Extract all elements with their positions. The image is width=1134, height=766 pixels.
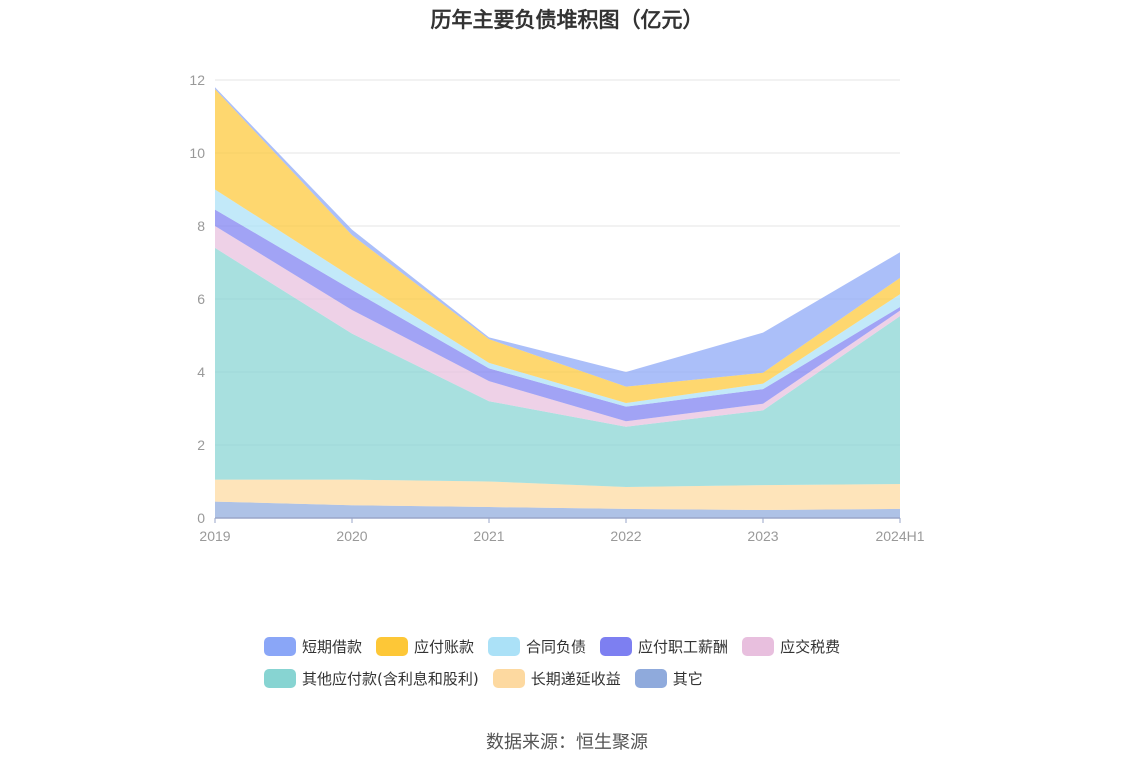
legend-swatch [600, 636, 633, 656]
axes: 0 2 4 6 8 10 12 2019 2020 2021 2022 2023 2024H1 [189, 72, 924, 544]
legend-swatch [492, 668, 525, 688]
legend-row-1: 短期借款 应付账款 合同负债 应付职工薪酬 应交税费 [264, 630, 964, 662]
legend-label: 长期递延收益 [530, 669, 621, 688]
legend-swatch [634, 668, 667, 688]
y-tick-label: 0 [197, 510, 205, 526]
legend-swatch [264, 668, 296, 688]
area-series-应付账款[interactable] [215, 89, 900, 404]
y-tick-label: 6 [197, 291, 205, 307]
data-source-note: 数据来源：恒生聚源 [486, 732, 648, 753]
legend-label: 其它 [672, 669, 703, 688]
legend-item-taxes-payable[interactable]: 应交税费 [742, 636, 840, 657]
y-tick-label: 4 [197, 364, 205, 380]
legend-item-accounts-payable[interactable]: 应付账款 [376, 636, 474, 657]
legend-label: 应付账款 [414, 637, 475, 656]
x-tick-label: 2019 [199, 528, 230, 544]
chart-title: 历年主要负债堆积图（亿元） [430, 8, 704, 32]
x-tick-label: 2020 [336, 528, 367, 544]
legend-item-other-payables[interactable]: 其他应付款(含利息和股利) [264, 668, 479, 689]
x-tick-label: 2021 [473, 528, 504, 544]
legend-row-2: 其他应付款(含利息和股利) 长期递延收益 其它 [264, 662, 964, 694]
y-tick-label: 12 [189, 72, 205, 88]
legend-swatch [264, 636, 296, 656]
legend-label: 合同负债 [526, 637, 587, 656]
x-tick-label: 2024H1 [875, 528, 924, 544]
legend-label: 其他应付款(含利息和股利) [302, 669, 479, 688]
legend-swatch [376, 636, 409, 656]
legend-swatch [488, 636, 521, 656]
x-tick-label: 2022 [610, 528, 641, 544]
y-tick-label: 10 [189, 145, 205, 161]
legend-label: 应交税费 [780, 637, 841, 656]
legend-swatch [742, 636, 775, 656]
y-tick-label: 8 [197, 218, 205, 234]
area-series-其它[interactable] [215, 501, 900, 518]
legend: 短期借款 应付账款 合同负债 应付职工薪酬 应交税费 其他应付款(含利 [264, 630, 964, 694]
legend-item-contract-liabilities[interactable]: 合同负债 [488, 636, 586, 657]
area-series-其他应付款(含利息和股利)[interactable] [215, 247, 900, 487]
stacked-area-chart: 0 2 4 6 8 10 12 2019 2020 2021 2022 2023 2024H1 [189, 72, 924, 544]
legend-label: 短期借款 [302, 637, 363, 656]
y-tick-label: 2 [197, 437, 205, 453]
legend-item-other[interactable]: 其它 [634, 668, 703, 689]
legend-item-short-term-loans[interactable]: 短期借款 [264, 636, 362, 657]
x-tick-label: 2023 [747, 528, 778, 544]
legend-item-deferred-income[interactable]: 长期递延收益 [492, 668, 621, 689]
legend-label: 应付职工薪酬 [638, 637, 729, 656]
legend-item-employee-pay[interactable]: 应付职工薪酬 [600, 636, 728, 657]
area-series-应交税费[interactable] [215, 226, 900, 427]
area-series [215, 87, 900, 518]
area-series-长期递延收益[interactable] [215, 479, 900, 510]
